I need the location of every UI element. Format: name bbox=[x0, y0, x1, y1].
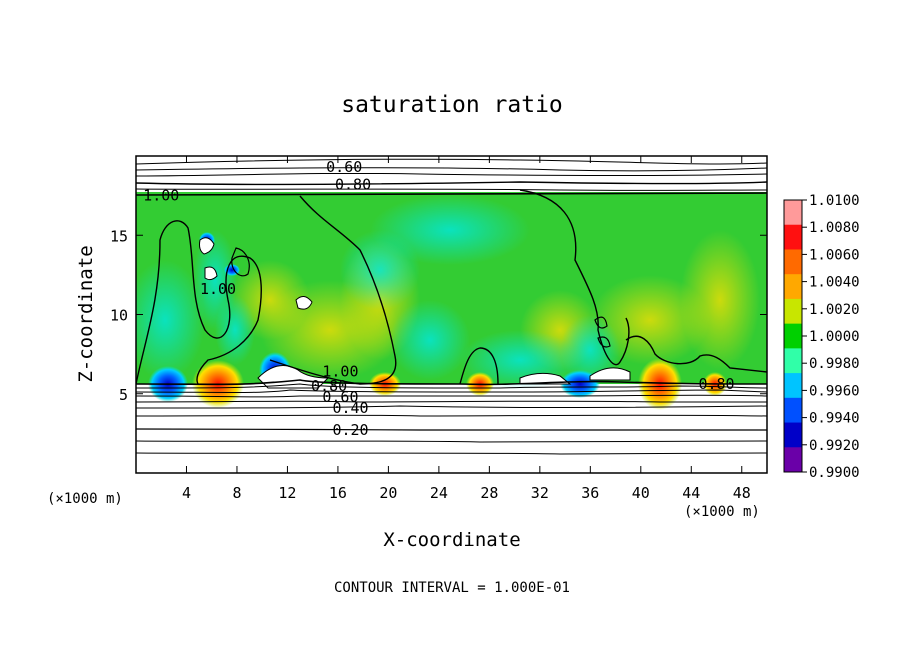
contour-label: 0.60 bbox=[326, 158, 362, 176]
x-tick-label: 48 bbox=[733, 484, 751, 502]
contour-label: 0.80 bbox=[698, 375, 734, 393]
x-tick-label: 20 bbox=[379, 484, 397, 502]
colorbar-label: 0.9940 bbox=[809, 411, 860, 427]
colorbar-label: 1.0060 bbox=[809, 247, 860, 263]
contour-label: 0.80 bbox=[335, 176, 371, 194]
y-tick-label: 5 bbox=[119, 386, 128, 404]
x-tick-label: 32 bbox=[531, 484, 549, 502]
colorbar-swatch bbox=[784, 323, 802, 349]
contour-lines bbox=[136, 158, 767, 455]
colorbar-label: 0.9960 bbox=[809, 383, 860, 399]
y-axis-ticks: 5 10 15 bbox=[110, 227, 767, 404]
contour-interval-note: CONTOUR INTERVAL = 1.000E-01 bbox=[334, 580, 570, 596]
colorbar-label: 0.9980 bbox=[809, 356, 860, 372]
contour-label: 0.20 bbox=[332, 421, 368, 439]
colorbar-swatch bbox=[784, 348, 802, 374]
colorbar-label: 1.0080 bbox=[809, 220, 860, 236]
contour-label: 0.60 bbox=[322, 388, 358, 406]
x-tick-label: 24 bbox=[430, 484, 448, 502]
colorbar-label: 1.0020 bbox=[809, 302, 860, 318]
contour-label: 1.00 bbox=[143, 187, 179, 205]
x-axis-label: X-coordinate bbox=[383, 529, 520, 551]
colorbar-swatch bbox=[784, 200, 802, 226]
colorbar-label: 1.0000 bbox=[809, 329, 860, 345]
field-off-scale bbox=[199, 237, 631, 389]
colorbar-swatch bbox=[784, 249, 802, 275]
contour-labels: 0.600.801.001.001.000.800.600.400.200.80 bbox=[143, 158, 734, 439]
contour-label: 0.40 bbox=[332, 399, 368, 417]
colorbar-swatch bbox=[784, 397, 802, 424]
chart-title: saturation ratio bbox=[341, 92, 563, 118]
colorbar-label: 1.0100 bbox=[809, 193, 860, 209]
y-tick-label: 15 bbox=[110, 227, 128, 245]
x-tick-label: 36 bbox=[581, 484, 599, 502]
y-axis-label: Z-coordinate bbox=[75, 245, 97, 382]
y-tick-label: 10 bbox=[110, 307, 128, 325]
colorbar-label: 1.0040 bbox=[809, 275, 860, 291]
colorbar-swatch bbox=[784, 298, 802, 325]
colorbar-swatch bbox=[784, 447, 802, 473]
x-tick-label: 12 bbox=[278, 484, 296, 502]
x-tick-label: 16 bbox=[329, 484, 347, 502]
colorbar-swatch bbox=[784, 224, 802, 250]
x-unit-label-left: (×1000 m) bbox=[47, 491, 123, 507]
colorbar-swatch bbox=[784, 274, 802, 300]
colorbar-label: 0.9900 bbox=[809, 465, 860, 481]
x-tick-label: 40 bbox=[632, 484, 650, 502]
x-unit-label-right: (×1000 m) bbox=[684, 504, 760, 520]
x-tick-label: 4 bbox=[182, 484, 191, 502]
x-tick-label: 28 bbox=[480, 484, 498, 502]
heatmap-field bbox=[136, 156, 767, 473]
field-dry-patches bbox=[136, 195, 620, 390]
colorbar-label: 0.9920 bbox=[809, 438, 860, 454]
colorbar-swatch bbox=[784, 373, 802, 399]
contour-label: 1.00 bbox=[322, 363, 358, 381]
x-axis-ticks: 4 8 12 16 20 24 28 32 36 40 44 48 bbox=[182, 156, 751, 502]
contour-label: 1.00 bbox=[200, 280, 236, 298]
x-tick-label: 44 bbox=[682, 484, 700, 502]
contour-label: 0.80 bbox=[311, 377, 347, 395]
colorbar: 1.0100 1.0080 1.0060 1.0040 1.0020 1.0000 0.99… bbox=[783, 193, 860, 481]
x-tick-label: 8 bbox=[232, 484, 241, 502]
colorbar-swatch bbox=[784, 422, 802, 448]
